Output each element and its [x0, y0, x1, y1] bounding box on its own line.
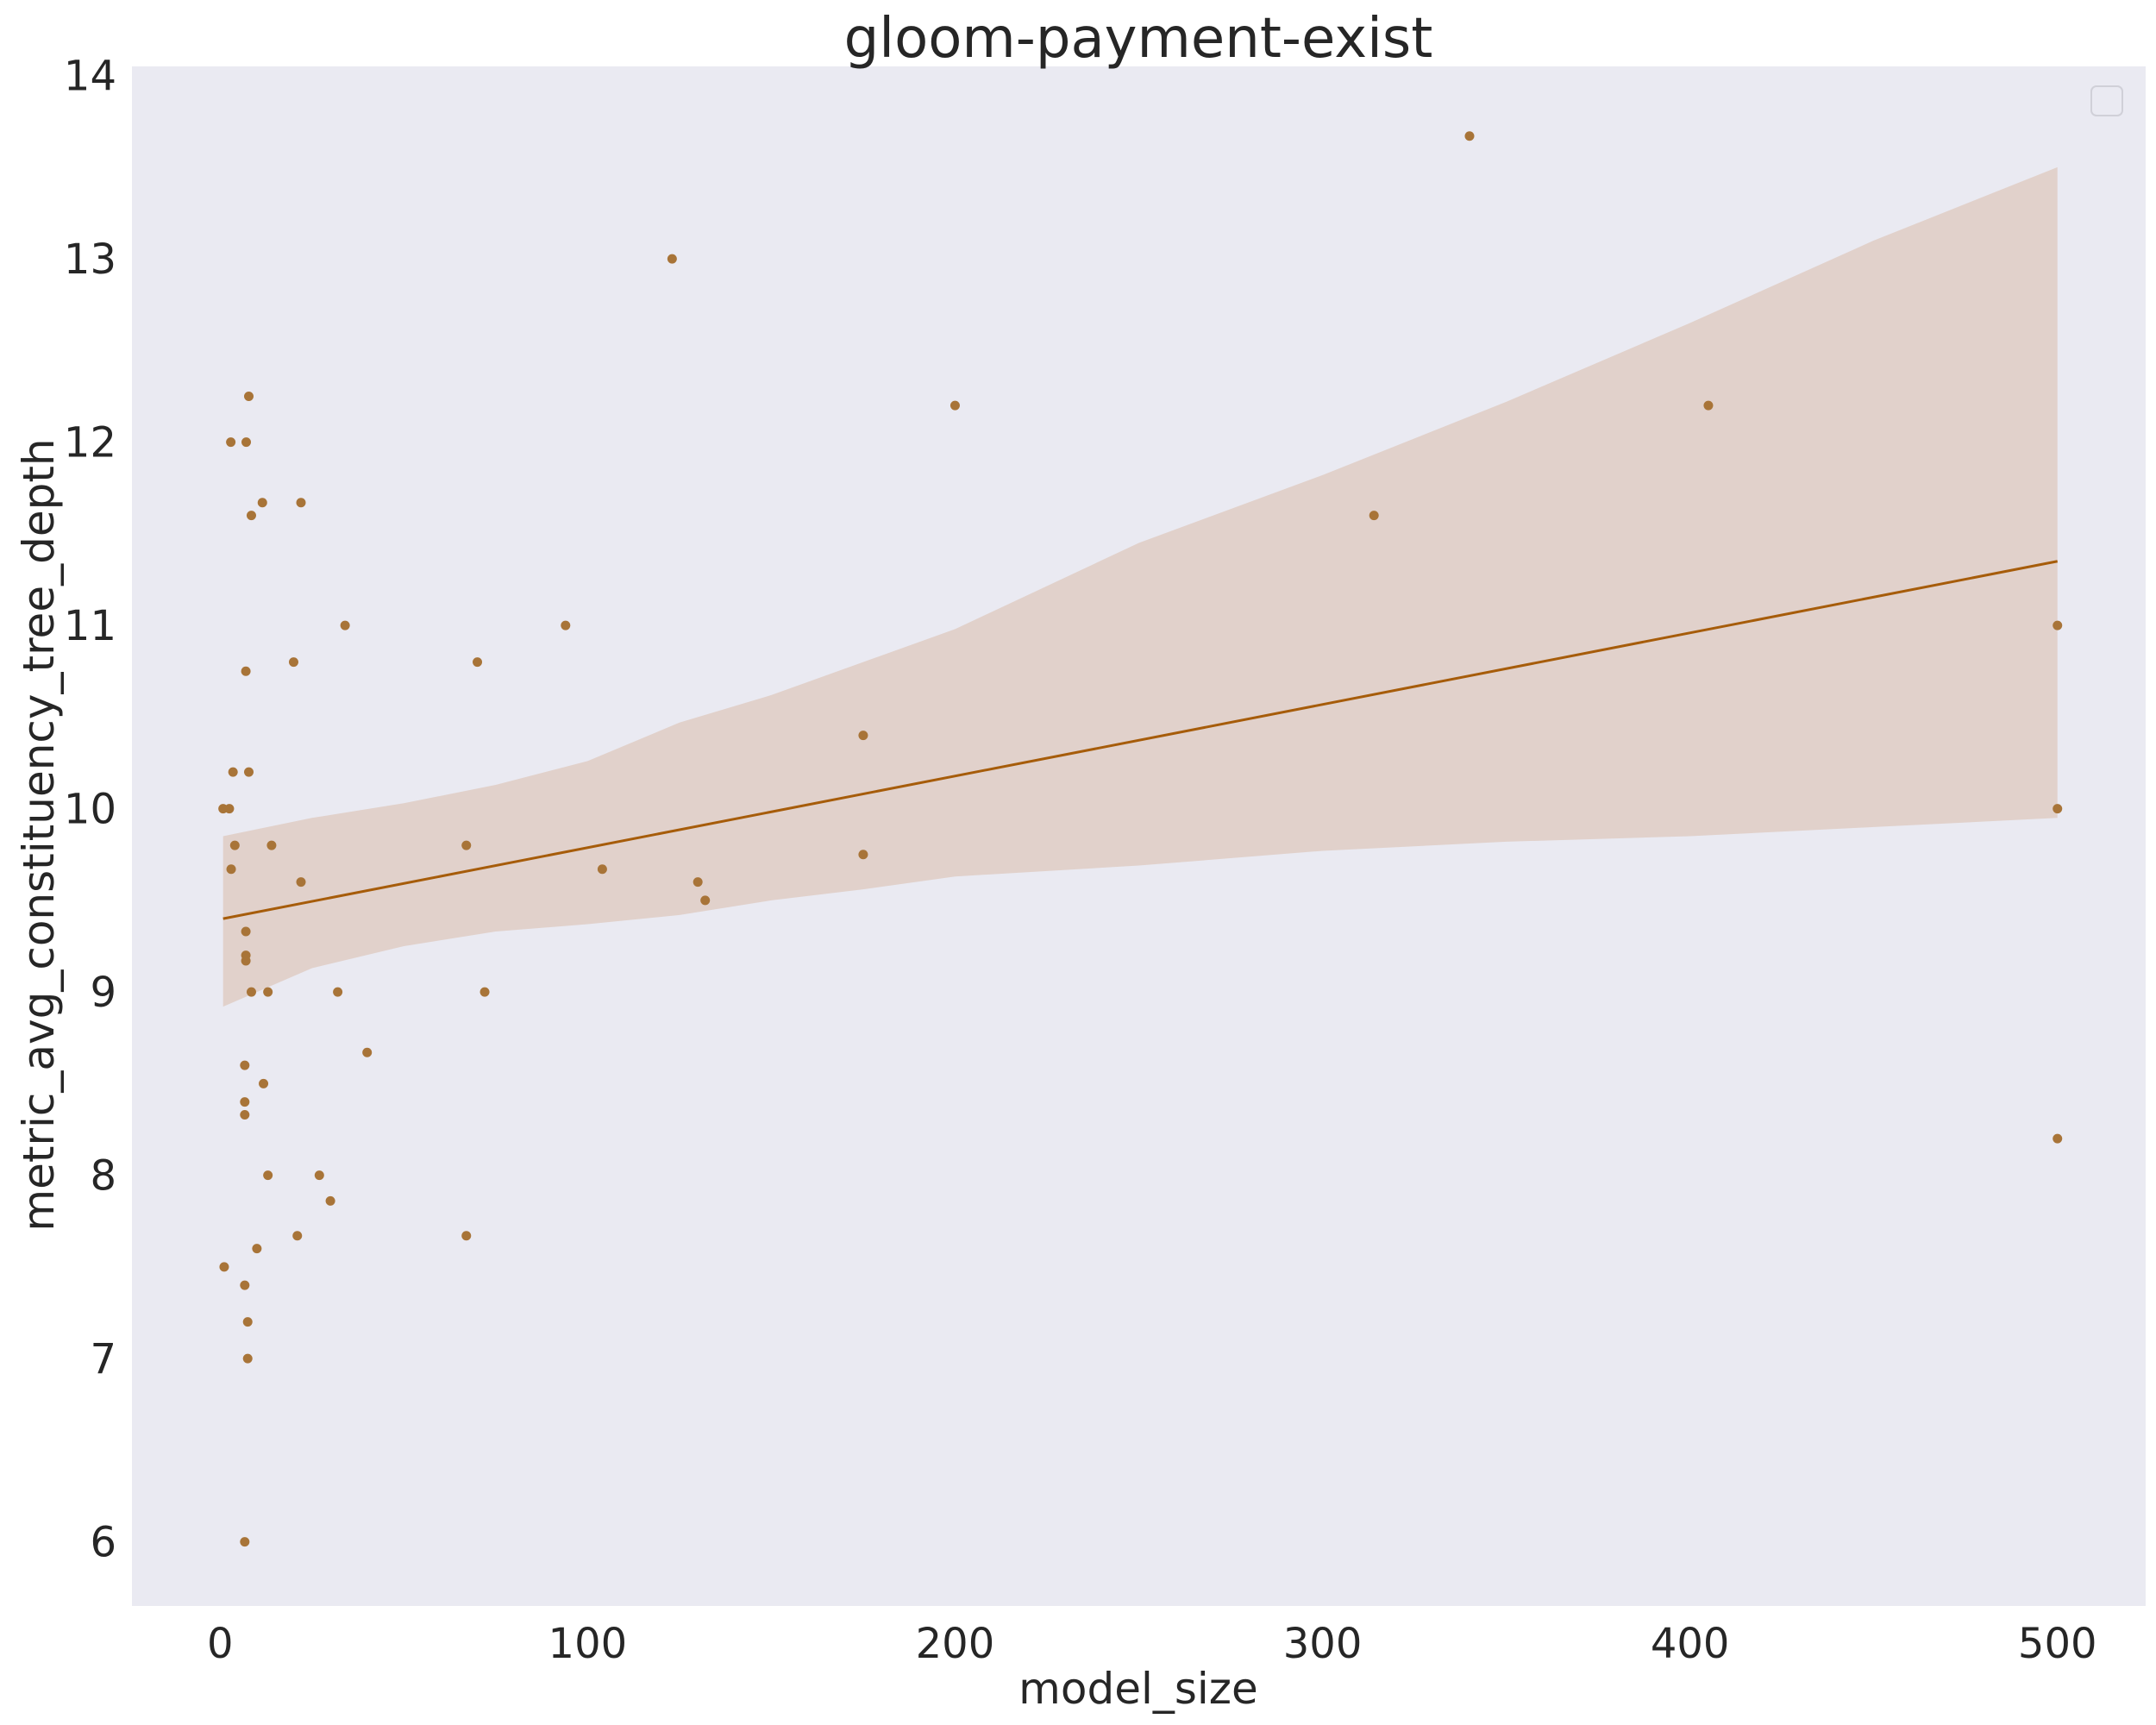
data-point: [2053, 1133, 2063, 1144]
confidence-band-group: [222, 166, 2058, 1007]
legend-box: [2090, 85, 2123, 116]
data-point: [243, 392, 254, 401]
data-point: [259, 1078, 269, 1088]
x-tick-label: 400: [1651, 1620, 1730, 1668]
data-point: [314, 1170, 324, 1181]
data-point: [228, 767, 238, 777]
data-point: [240, 1097, 250, 1107]
data-point: [340, 620, 350, 630]
data-point: [858, 850, 868, 860]
data-point: [1464, 131, 1475, 141]
confidence-band: [222, 166, 2058, 1007]
x-tick-label: 300: [1283, 1620, 1363, 1668]
data-point: [597, 864, 607, 875]
data-point: [257, 498, 267, 508]
data-point: [229, 840, 240, 850]
y-tick-label: 9: [90, 969, 116, 1017]
data-point: [2053, 620, 2063, 630]
data-point: [240, 1110, 250, 1120]
data-point: [700, 895, 711, 906]
data-point: [252, 1244, 262, 1254]
data-point: [1703, 400, 1714, 411]
data-point: [242, 1353, 253, 1364]
y-tick-label: 12: [64, 419, 116, 467]
data-point: [288, 657, 298, 668]
y-tick-label: 6: [90, 1519, 116, 1567]
y-tick-label: 14: [64, 53, 116, 101]
data-point: [240, 1280, 250, 1290]
x-tick-label: 100: [548, 1620, 628, 1668]
data-point: [240, 1060, 250, 1070]
y-tick-label: 7: [90, 1335, 116, 1383]
data-point: [561, 620, 571, 630]
data-point: [226, 864, 236, 875]
data-point: [263, 987, 273, 997]
x-tick-label: 500: [2018, 1620, 2097, 1668]
data-point: [224, 804, 235, 814]
y-axis-label: metric_avg_constituency_tree_depth: [14, 438, 64, 1231]
y-tick-label: 10: [64, 786, 116, 834]
data-point: [461, 1231, 472, 1241]
data-point: [292, 1231, 303, 1241]
y-tick-label: 11: [64, 602, 116, 650]
data-point: [362, 1047, 373, 1057]
x-tick-label: 200: [916, 1620, 995, 1668]
data-point: [325, 1195, 335, 1206]
data-point: [241, 666, 251, 676]
x-axis-label: model_size: [1018, 1664, 1258, 1714]
data-points-group: [218, 131, 2063, 1547]
x-tick-label: 0: [207, 1620, 234, 1668]
regression-line-group: [222, 560, 2059, 920]
data-point: [241, 437, 252, 448]
data-point: [266, 840, 277, 850]
data-point: [241, 926, 251, 937]
data-point: [243, 767, 254, 777]
data-point: [461, 840, 472, 850]
data-point: [226, 437, 236, 448]
data-point: [667, 254, 677, 264]
data-point: [479, 987, 490, 997]
data-point: [1369, 511, 1379, 521]
data-point: [693, 877, 703, 888]
chart-title: gloom-payment-exist: [844, 7, 1433, 71]
data-point: [241, 950, 251, 961]
data-point: [2053, 804, 2063, 814]
regression-line: [222, 560, 2059, 920]
y-tick-labels: 6 7 8 9 10 11 12 13 14: [64, 53, 116, 1567]
data-point: [296, 877, 306, 888]
data-point: [240, 1537, 250, 1547]
x-tick-labels: 0 100 200 300 400 500: [207, 1620, 2097, 1668]
data-point: [473, 657, 483, 668]
y-tick-label: 8: [90, 1152, 116, 1201]
data-point: [333, 987, 343, 997]
data-point: [242, 1317, 253, 1327]
data-point: [246, 511, 256, 521]
data-point: [296, 498, 306, 508]
data-point: [246, 987, 256, 997]
data-point: [950, 400, 960, 411]
data-point: [219, 1262, 229, 1272]
data-point: [858, 731, 868, 741]
data-point: [263, 1170, 273, 1181]
y-tick-label: 13: [64, 235, 116, 284]
